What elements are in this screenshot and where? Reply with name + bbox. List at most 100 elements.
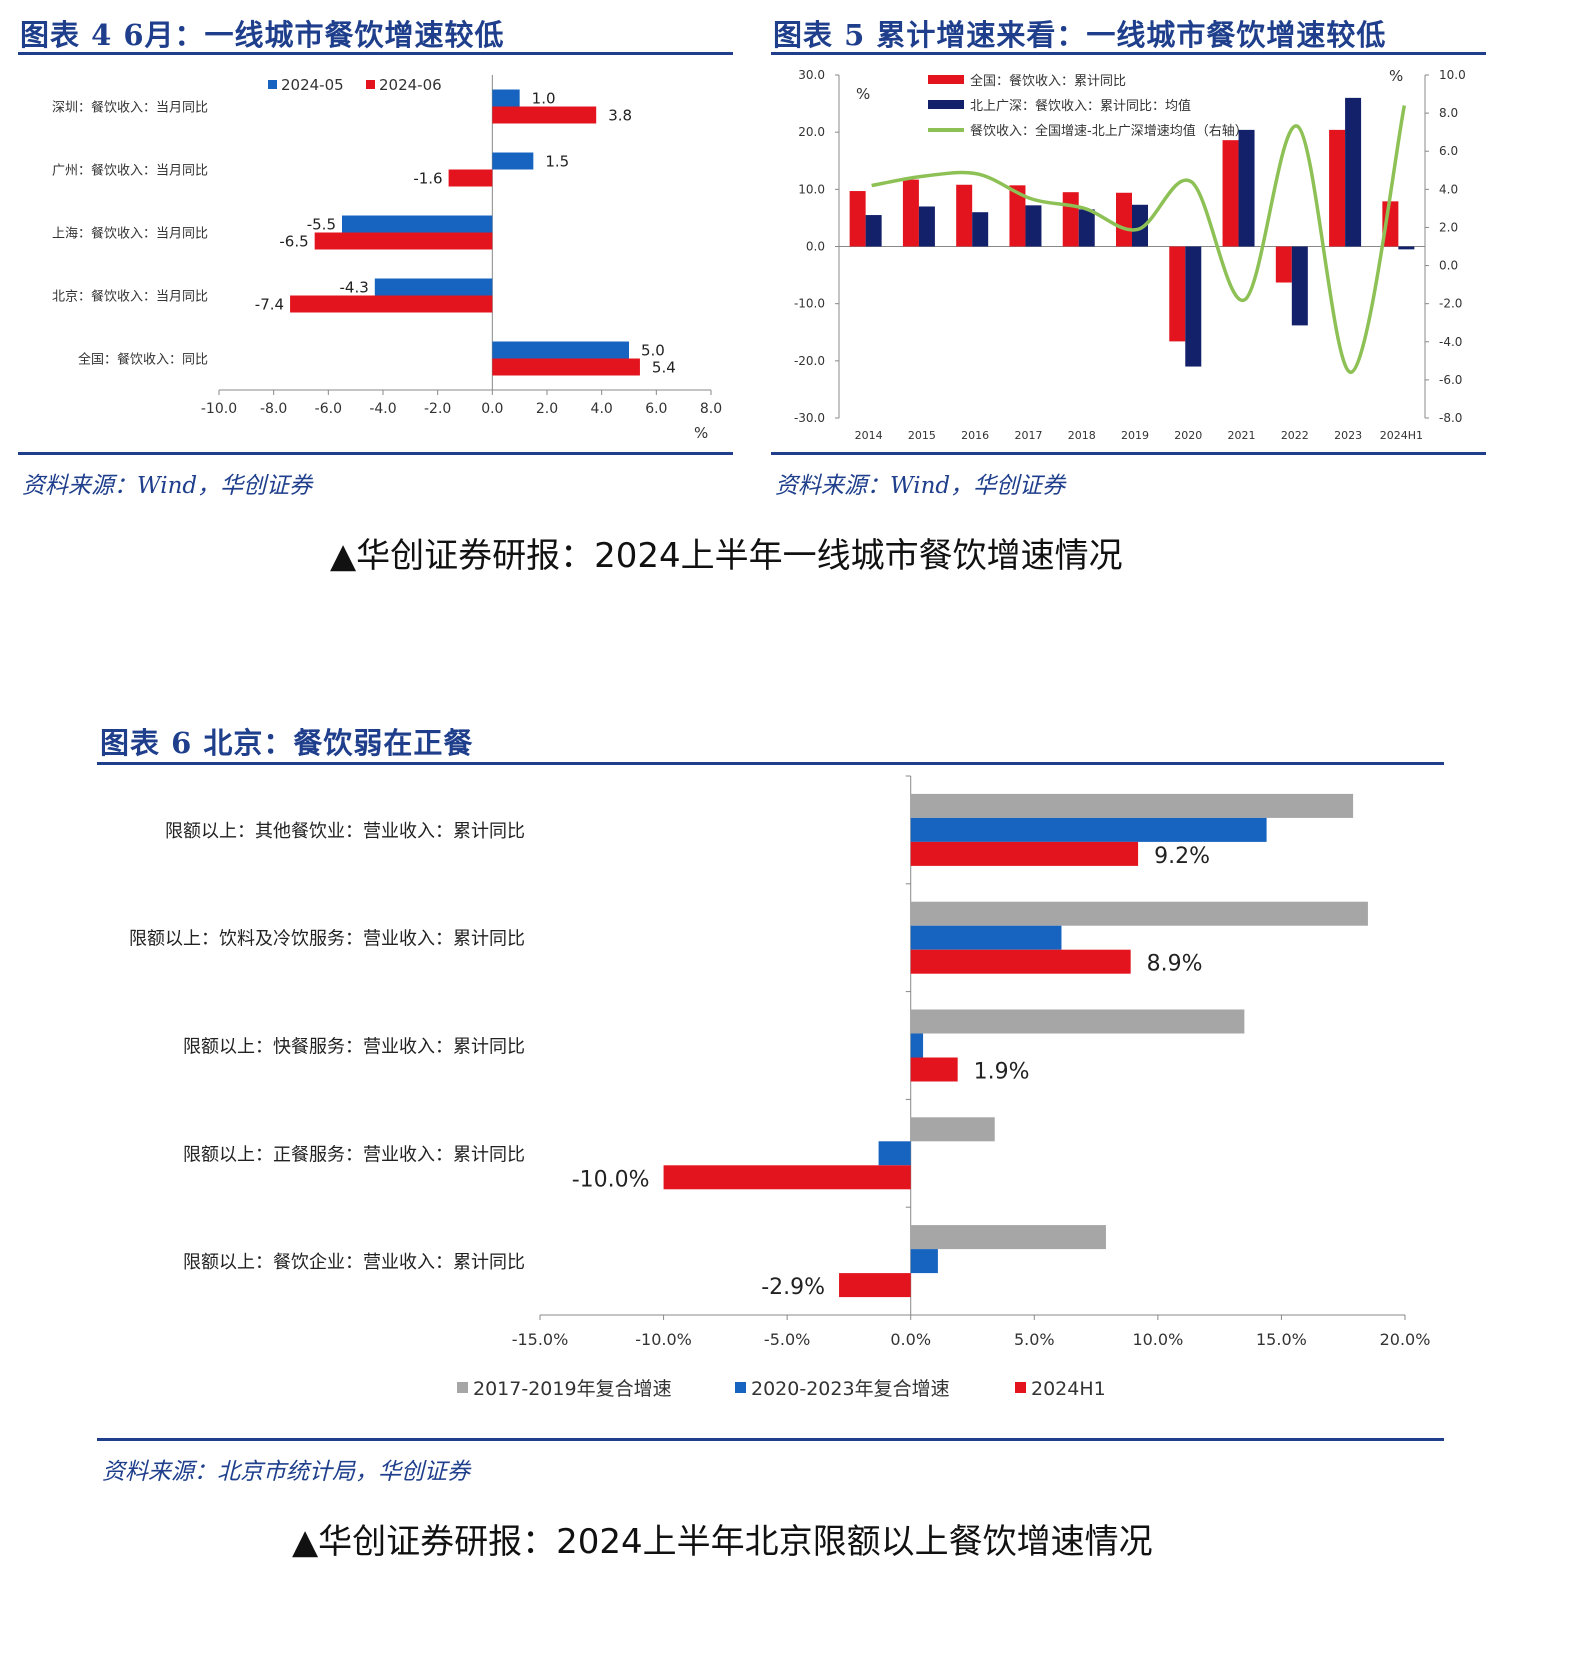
caption-1: ▲华创证券研报：2024上半年一线城市餐饮增速情况 (330, 536, 1123, 576)
bar-2024-06 (492, 358, 640, 376)
data-label: 5.0 (641, 342, 665, 360)
right-tick-label: -4.0 (1439, 335, 1462, 349)
data-label: -6.5 (279, 233, 308, 251)
data-label: 8.9% (1147, 952, 1203, 977)
bar-national (902, 179, 919, 247)
bar-national (1169, 246, 1186, 342)
category-label: 限额以上：餐饮企业：营业收入：累计同比 (183, 1252, 525, 1273)
data-label: 1.9% (974, 1060, 1030, 1085)
legend-label: 北上广深：餐饮收入：累计同比：均值 (970, 98, 1191, 114)
x-tick-label: -8.0 (260, 401, 287, 417)
bar-national (1275, 246, 1292, 283)
right-axis-unit: % (1389, 67, 1403, 85)
bar-tier1-avg (865, 215, 882, 247)
left-tick-label: 0.0 (806, 240, 825, 254)
data-label: 1.0 (532, 90, 556, 108)
legend-label: 2020-2023年复合增速 (751, 1378, 950, 1400)
x-tick-label: 2020 (1174, 429, 1202, 442)
bar-national (1329, 129, 1346, 247)
bar-national (1009, 185, 1026, 247)
left-tick-label: -10.0 (794, 297, 825, 311)
bar-tier1-avg (1398, 246, 1415, 250)
x-tick-label: 2014 (855, 429, 883, 442)
bar-2020-2023年复合增速 (910, 1249, 938, 1274)
x-tick-label: 6.0 (645, 401, 667, 417)
bar-2017-2019年复合增速 (910, 1009, 1245, 1034)
legend-swatch (268, 80, 277, 89)
fig4-title: 图表 4 6月：一线城市餐饮增速较低 (20, 18, 505, 52)
bar-national (1222, 140, 1239, 247)
fig4-source: 资料来源：Wind，华创证券 (22, 473, 313, 499)
x-tick-label: -10.0 (201, 401, 237, 417)
data-label: -5.5 (307, 216, 336, 234)
x-tick-label: 2023 (1334, 429, 1362, 442)
fig5-title: 图表 5 累计增速来看：一线城市餐饮增速较低 (773, 18, 1387, 52)
data-label: 5.4 (652, 359, 676, 377)
bar-2020-2023年复合增速 (910, 817, 1267, 842)
legend-swatch (366, 80, 375, 89)
category-label: 全国：餐饮收入：同比 (78, 352, 208, 368)
legend-label: 餐饮收入：全国增速-北上广深增速均值（右轴） (970, 123, 1248, 139)
bar-national (849, 191, 866, 247)
fig5-top-rule (771, 52, 1486, 55)
fig6-source: 资料来源：北京市统计局，华创证券 (102, 1459, 470, 1485)
bar-tier1-avg (918, 206, 935, 247)
x-tick-label: 5.0% (1014, 1330, 1055, 1349)
x-tick-label: -5.0% (764, 1330, 810, 1349)
bar-2024-06 (314, 232, 493, 250)
bar-tier1-avg (1078, 209, 1095, 247)
fig5-bottom-rule (771, 452, 1486, 455)
data-label: 3.8 (608, 107, 632, 125)
legend-swatch (928, 100, 964, 109)
right-tick-label: -8.0 (1439, 411, 1462, 425)
data-label: 9.2% (1154, 844, 1210, 869)
legend-swatch (928, 75, 964, 84)
fig6-chart: -15.0% -10.0% -5.0% 0.0% 5.0% 10.0% 15.0% 20.0%… (129, 775, 1431, 1400)
x-axis-label: % (694, 424, 708, 442)
x-tick-label: 8.0 (700, 401, 722, 417)
category-label: 限额以上：饮料及冷饮服务：营业收入：累计同比 (129, 929, 525, 950)
x-tick-label: -6.0 (315, 401, 342, 417)
bar-2024-05 (492, 152, 534, 170)
fig4-bottom-rule (18, 452, 733, 455)
fig4-chart: -10.0 -8.0 -6.0 -4.0 -2.0 0.0 2.0 4.0 6.0 8.0% 深圳：… (52, 75, 722, 442)
legend-label: 全国：餐饮收入：累计同比 (970, 73, 1126, 89)
data-label: -10.0% (572, 1167, 650, 1192)
x-tick-label: 2.0 (536, 401, 558, 417)
right-tick-label: 2.0 (1439, 220, 1458, 234)
bar-national (1116, 192, 1132, 247)
x-tick-label: 10.0% (1132, 1330, 1183, 1349)
bar-2024H1 (839, 1273, 911, 1298)
fig5-source: 资料来源：Wind，华创证券 (775, 473, 1066, 499)
category-label: 限额以上：快餐服务：营业收入：累计同比 (183, 1037, 525, 1058)
x-tick-label: 20.0% (1380, 1330, 1431, 1349)
bar-2017-2019年复合增速 (910, 793, 1354, 818)
x-tick-label: 2021 (1228, 429, 1256, 442)
data-label: -1.6 (413, 170, 442, 188)
bar-tier1-avg (1345, 97, 1362, 247)
bar-national (956, 184, 973, 247)
bar-2024H1 (910, 949, 1131, 974)
category-label: 限额以上：正餐服务：营业收入：累计同比 (183, 1144, 525, 1165)
bar-tier1-avg (1132, 204, 1148, 247)
bar-national (1062, 192, 1079, 247)
right-tick-label: 0.0 (1439, 259, 1458, 273)
legend-swatch (1015, 1382, 1026, 1393)
bar-2024-05 (374, 278, 493, 296)
x-tick-label: 0.0% (890, 1330, 931, 1349)
fig6-top-rule (97, 762, 1444, 765)
legend-label: 2017-2019年复合增速 (473, 1378, 672, 1400)
line-diff (871, 105, 1407, 375)
category-label: 限额以上：其他餐饮业：营业收入：累计同比 (165, 821, 525, 842)
bar-2024-06 (290, 295, 493, 313)
x-tick-label: 2019 (1121, 429, 1149, 442)
left-tick-label: 30.0 (798, 68, 825, 82)
right-tick-label: 10.0 (1439, 68, 1466, 82)
bar-tier1-avg (1025, 205, 1042, 247)
bar-2024-06 (492, 106, 597, 124)
x-tick-label: 2017 (1014, 429, 1042, 442)
category-label: 北京：餐饮收入：当月同比 (52, 289, 208, 305)
left-tick-label: -20.0 (794, 354, 825, 368)
bar-2024H1 (910, 1057, 958, 1082)
bar-2020-2023年复合增速 (910, 1033, 924, 1058)
